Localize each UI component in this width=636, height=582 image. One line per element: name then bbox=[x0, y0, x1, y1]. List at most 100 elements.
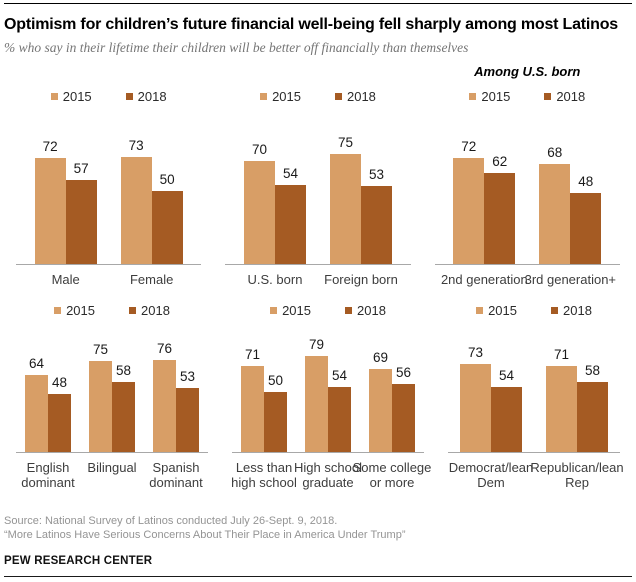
bar-2015: 75 bbox=[89, 342, 112, 452]
category-label: English dominant bbox=[21, 460, 75, 490]
legend-swatch-2018 bbox=[345, 306, 352, 314]
source-line-2: “More Latinos Have Serious Concerns Abou… bbox=[4, 529, 406, 541]
category-labels: English dominant Bilingual Spanish dominant bbox=[16, 453, 208, 490]
legend-entry-2015: 2015 bbox=[270, 303, 311, 318]
bar-2015: 69 bbox=[369, 350, 392, 452]
legend-label-2018: 2018 bbox=[556, 88, 586, 104]
bar-2018: 50 bbox=[151, 172, 183, 264]
bar-pair: 72 62 bbox=[453, 117, 516, 264]
bar-pair: 72 57 bbox=[34, 117, 97, 264]
legend: 2015 2018 bbox=[220, 303, 436, 318]
bar-value: 75 bbox=[92, 342, 109, 358]
bar-2015: 76 bbox=[153, 341, 176, 452]
bar-value: 71 bbox=[553, 347, 570, 363]
bar-value: 71 bbox=[244, 347, 261, 363]
bar-2018: 58 bbox=[577, 363, 608, 452]
bar-2018: 50 bbox=[264, 373, 287, 452]
page-subtitle: % who say in their lifetime their childr… bbox=[4, 40, 469, 55]
category-label: 3rd generation+ bbox=[524, 272, 617, 287]
legend-swatch-2018 bbox=[551, 306, 558, 314]
category-label: U.S. born bbox=[247, 272, 303, 287]
legend-swatch-2018 bbox=[125, 92, 133, 100]
bar-2018: 48 bbox=[48, 375, 71, 452]
bar-value: 62 bbox=[492, 153, 508, 169]
legend-label-2018: 2018 bbox=[137, 88, 167, 104]
bar-value: 72 bbox=[42, 139, 58, 155]
chart-language: 2015 2018 64 48 75 58 76 53 English dominant Bi… bbox=[4, 303, 220, 490]
bar-value: 54 bbox=[498, 367, 515, 383]
bar-value: 64 bbox=[28, 355, 45, 371]
bar-value: 76 bbox=[156, 341, 173, 357]
footer: Source: National Survey of Latinos condu… bbox=[4, 514, 632, 577]
bar-2015: 71 bbox=[546, 347, 577, 452]
category-label: Less than high school bbox=[231, 460, 297, 490]
bar-value: 72 bbox=[461, 139, 477, 155]
chart-party: 2015 2018 73 54 71 58 Democrat/lean Dem Repub… bbox=[436, 302, 632, 490]
bar-2018: 48 bbox=[570, 174, 602, 264]
legend-swatch-2015 bbox=[260, 92, 268, 100]
category-label: Male bbox=[51, 272, 80, 287]
legend-entry-2015: 2015 bbox=[50, 88, 92, 104]
brand-label: PEW RESEARCH CENTER bbox=[4, 555, 153, 567]
category-label: Bilingual bbox=[87, 460, 137, 475]
plot-area: 72 57 73 50 bbox=[16, 117, 202, 265]
bar-pair: 70 54 bbox=[243, 117, 306, 264]
charts-row-1: Among U.S. born 2015 2018 72 57 73 50 Male F… bbox=[4, 64, 632, 287]
bar-2018: 54 bbox=[274, 166, 306, 264]
plot-area: 64 48 75 58 76 53 bbox=[16, 331, 208, 453]
legend-entry-2018: 2018 bbox=[334, 89, 376, 104]
bar-2015: 75 bbox=[329, 135, 361, 264]
bar-value: 75 bbox=[337, 134, 353, 150]
plot-area: 72 62 68 48 bbox=[434, 117, 620, 265]
bar-2018: 58 bbox=[112, 363, 135, 452]
category-label: Democrat/lean Dem bbox=[448, 460, 534, 490]
legend: 2015 2018 bbox=[436, 302, 632, 318]
legend-swatch-2018 bbox=[334, 92, 342, 100]
legend-label-2015: 2015 bbox=[481, 88, 511, 104]
category-label: 2nd generation bbox=[440, 272, 528, 287]
bar-2015: 72 bbox=[34, 139, 66, 264]
bar-value: 56 bbox=[395, 365, 412, 381]
legend-entry-2015: 2015 bbox=[54, 303, 95, 318]
source-line-1: Source: National Survey of Latinos condu… bbox=[4, 515, 338, 527]
bar-value: 73 bbox=[128, 137, 144, 153]
bar-pair: 76 53 bbox=[153, 331, 199, 452]
category-label: Spanish dominant bbox=[149, 460, 203, 490]
bar-value: 53 bbox=[179, 368, 196, 384]
legend-swatch-2015 bbox=[476, 306, 484, 314]
bar-2018: 62 bbox=[484, 154, 516, 264]
category-label: Female bbox=[129, 272, 174, 287]
legend-label-2015: 2015 bbox=[62, 88, 92, 104]
plot-area: 73 54 71 58 bbox=[448, 331, 620, 453]
bar-pair: 73 50 bbox=[120, 117, 183, 264]
chart-education: 2015 2018 71 50 79 54 69 56 Less than high sch… bbox=[220, 303, 436, 491]
legend-swatch-2018 bbox=[129, 306, 136, 314]
bar-pair: 68 48 bbox=[539, 117, 602, 264]
legend: 2015 2018 bbox=[423, 88, 632, 104]
bar-value: 73 bbox=[467, 344, 484, 360]
legend-swatch-2015 bbox=[469, 92, 477, 100]
category-labels: U.S. born Foreign born bbox=[225, 265, 410, 287]
category-labels: Democrat/lean Dem Republican/lean Rep bbox=[448, 453, 624, 490]
bar-pair: 73 54 bbox=[460, 331, 522, 452]
bar-2015: 70 bbox=[243, 142, 275, 264]
legend-entry-2018: 2018 bbox=[129, 303, 170, 318]
legend-label-2015: 2015 bbox=[272, 88, 301, 104]
bar-pair: 71 50 bbox=[241, 331, 287, 452]
legend: 2015 2018 bbox=[213, 89, 422, 104]
plot-area: 70 54 75 53 bbox=[225, 117, 411, 265]
legend-entry-2018: 2018 bbox=[125, 88, 167, 104]
bar-value: 69 bbox=[372, 349, 389, 365]
bar-2018: 53 bbox=[360, 167, 392, 264]
bar-2015: 73 bbox=[120, 138, 152, 264]
bottom-divider bbox=[4, 576, 632, 577]
legend-entry-2015: 2015 bbox=[260, 89, 301, 104]
legend-label-2018: 2018 bbox=[563, 302, 592, 318]
bar-2018: 54 bbox=[328, 368, 351, 452]
legend-entry-2015: 2015 bbox=[469, 89, 510, 104]
legend-swatch-2018 bbox=[544, 92, 552, 100]
bar-2018: 54 bbox=[491, 368, 522, 452]
bar-2015: 71 bbox=[241, 347, 264, 452]
category-labels: Male Female bbox=[16, 265, 201, 287]
bar-pair: 69 56 bbox=[369, 331, 415, 452]
